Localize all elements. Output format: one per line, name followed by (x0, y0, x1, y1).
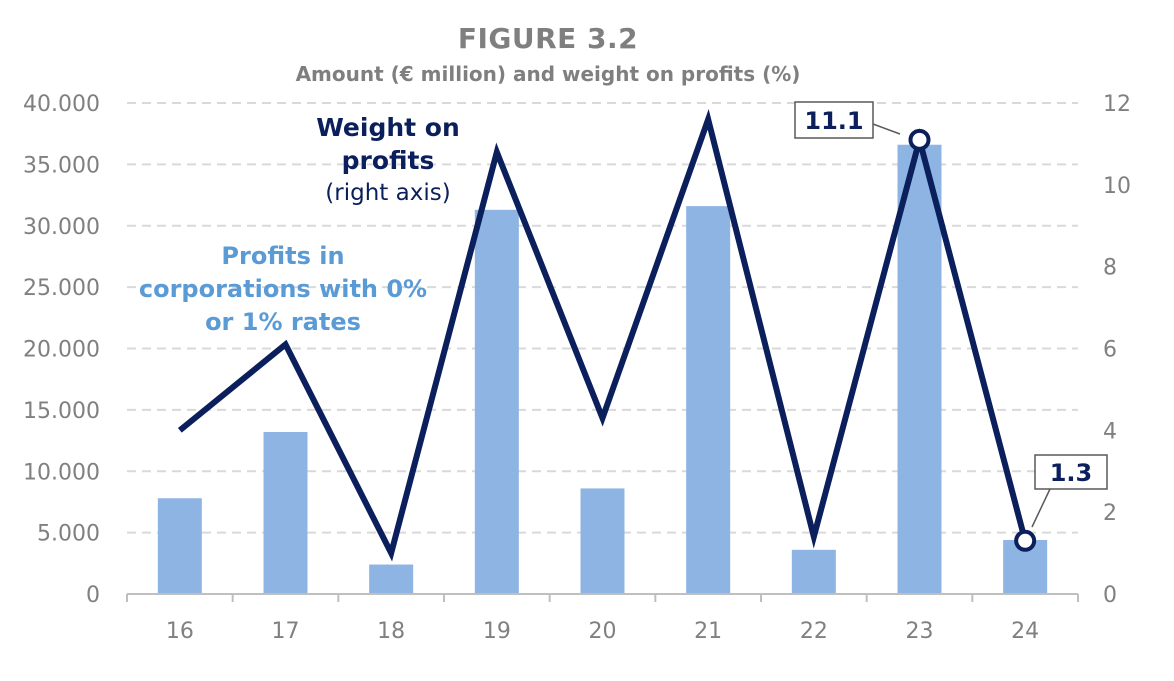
weight-annotation-axis-note: (right axis) (325, 180, 451, 206)
bar (474, 209, 519, 595)
weight-annotation-line-1: Weight on (316, 113, 460, 142)
right-axis-tick-label: 6 (1103, 338, 1117, 363)
x-axis-tick-label: 16 (166, 619, 194, 644)
weight-line (177, 109, 1029, 562)
left-axis-tick-label: 15.000 (23, 399, 100, 424)
right-axis-tick-label: 8 (1103, 256, 1117, 281)
profits-annotation-line-1: Profits in (221, 242, 345, 270)
left-axis-tick-label: 0 (86, 583, 100, 608)
data-label: 11.1 (804, 107, 863, 135)
data-label-box (1034, 454, 1108, 490)
data-point-marker (908, 128, 931, 151)
bar (157, 498, 202, 594)
data-point-marker (1014, 529, 1037, 552)
bar (897, 144, 942, 595)
data-label: 1.3 (1050, 459, 1093, 487)
chart-subtitle: Amount (€ million) and weight on profits… (295, 62, 801, 86)
x-axis-tick-label: 24 (1011, 619, 1039, 644)
profits-annotation-line-2: corporations with 0% (138, 275, 428, 303)
x-axis-tick-label: 18 (377, 619, 405, 644)
chart-title: FIGURE 3.2 (457, 22, 639, 55)
weight-series-annotation: Weight on profits (right axis) (298, 111, 478, 210)
left-axis-tick-label: 5.000 (37, 522, 100, 547)
left-axis-tick-label: 20.000 (23, 338, 100, 363)
bar (791, 549, 836, 594)
data-label-leader (1031, 488, 1051, 528)
x-axis-tick-label: 23 (906, 619, 934, 644)
data-label-leader (872, 123, 901, 135)
right-axis-tick-label: 2 (1103, 501, 1117, 526)
right-axis-tick-label: 0 (1103, 583, 1117, 608)
x-axis-tick-label: 17 (272, 619, 300, 644)
bar (369, 564, 414, 594)
profits-annotation-line-3: or 1% rates (205, 308, 361, 336)
right-axis-tick-label: 10 (1103, 174, 1131, 199)
left-axis-tick-label: 30.000 (23, 215, 100, 240)
right-axis-tick-label: 4 (1103, 419, 1117, 444)
bar (263, 431, 308, 594)
x-axis-tick-label: 21 (694, 619, 722, 644)
bar (686, 206, 731, 595)
weight-annotation-line-2: profits (341, 146, 435, 175)
left-axis-tick-label: 40.000 (23, 92, 100, 117)
right-axis-tick-label: 12 (1103, 92, 1131, 117)
x-axis-tick-label: 19 (483, 619, 511, 644)
bar (580, 488, 625, 594)
left-axis-tick-label: 10.000 (23, 460, 100, 485)
x-axis-tick-label: 20 (589, 619, 617, 644)
left-axis-tick-label: 35.000 (23, 153, 100, 178)
left-axis-tick-label: 25.000 (23, 276, 100, 301)
data-label-box (794, 101, 874, 139)
x-axis-tick-label: 22 (800, 619, 828, 644)
profits-series-annotation: Profits in corporations with 0% or 1% ra… (128, 240, 438, 339)
